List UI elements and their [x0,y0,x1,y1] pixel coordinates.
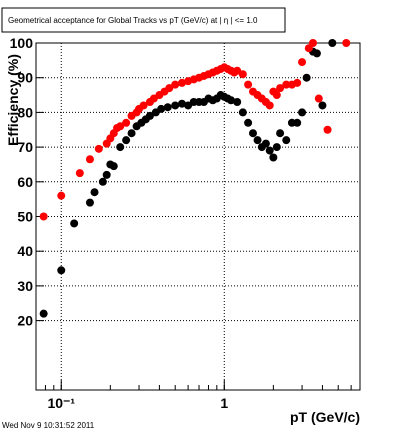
point [282,136,291,145]
point [98,177,107,186]
y-tick-label: 20 [17,313,33,329]
point [265,101,274,110]
point [116,143,125,152]
point [39,309,48,318]
point [244,118,253,127]
point [122,118,131,127]
y-tick-label: 60 [17,174,33,190]
point [171,80,180,89]
point [276,84,285,93]
x-tick-label: 1 [220,395,228,411]
point [282,80,291,89]
point [298,108,307,117]
point [139,101,148,110]
point [116,122,125,131]
footer: Wed Nov 9 10:31:52 2011 [2,421,95,430]
point [57,191,66,200]
point [227,96,236,105]
point [238,108,247,117]
point [157,104,166,113]
point [165,84,174,93]
point [75,169,84,178]
point [302,73,311,82]
x-axis-label: pT (GeV/c) [290,409,360,425]
point [261,139,270,148]
point [298,58,307,67]
point [163,103,172,112]
point [272,143,281,152]
point [244,80,253,89]
point [177,78,186,87]
point [57,266,66,275]
point [323,125,332,134]
point [342,39,351,47]
point [308,39,317,47]
point [312,49,321,58]
point [269,153,278,162]
point [314,94,323,103]
y-tick-label: 90 [17,70,33,86]
point [171,101,180,110]
point [122,136,131,145]
point [85,198,94,207]
point [238,70,247,79]
point [145,111,154,120]
point [94,144,103,153]
point [293,118,302,127]
point [109,162,118,171]
point [248,129,257,138]
y-tick-label: 80 [17,104,33,120]
point [102,170,111,179]
y-axis-label: Efficiency (%) [5,54,21,146]
point [70,219,79,228]
point [39,212,48,221]
point [233,97,242,106]
point [90,188,99,197]
point [85,155,94,164]
point [276,129,285,138]
point [272,91,281,100]
point [328,39,337,47]
point [265,146,274,155]
x-tick-label: 10⁻¹ [47,395,75,411]
y-tick-label: 40 [17,243,33,259]
title-box [1,7,286,33]
y-tick-label: 100 [10,35,34,51]
y-tick-label: 50 [17,209,33,225]
point [177,99,186,108]
y-tick-label: 70 [17,139,33,155]
point [318,101,327,110]
point [253,136,262,145]
chart-title: Geometrical acceptance for Global Tracks… [8,16,258,25]
point [127,129,136,138]
point [293,78,302,87]
y-tick-label: 30 [17,278,33,294]
